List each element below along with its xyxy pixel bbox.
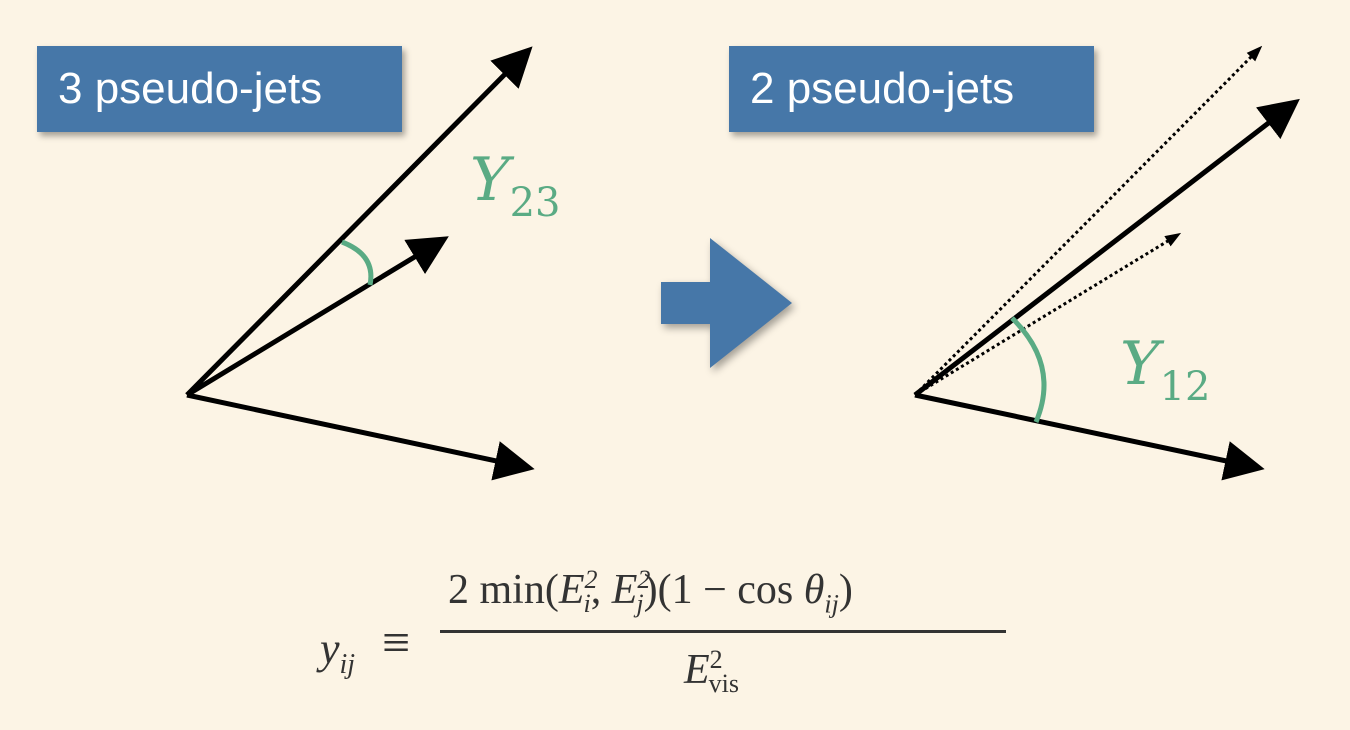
three-pseudo-jets-label: 3 pseudo-jets xyxy=(37,46,402,132)
right-dotted-jet-lower xyxy=(914,232,1182,397)
y12-angle-arc xyxy=(1010,316,1047,423)
left-jet-upper xyxy=(185,46,533,397)
fraction-bar xyxy=(440,630,1006,633)
formula-lhs: yij xyxy=(320,624,356,680)
y12-label: Y12 xyxy=(1120,329,1211,410)
y23-angle-arc xyxy=(341,239,374,286)
left-jet-middle xyxy=(185,236,449,398)
formula-denominator: E2vis xyxy=(684,645,739,699)
formula-numerator: 2 min(E2i, E2j)(1 − cos θij) xyxy=(448,565,853,619)
left-jet-lower xyxy=(186,392,535,481)
transition-arrow xyxy=(661,238,792,368)
ycut-formula: yij ≡ 2 min(E2i, E2j)(1 − cos θij) E2vis xyxy=(300,555,1020,715)
right-jets xyxy=(913,45,1300,481)
right-jet-lower xyxy=(914,392,1265,481)
formula-equivalence: ≡ xyxy=(382,614,411,670)
two-pseudo-jets-label: 2 pseudo-jets xyxy=(729,46,1094,132)
right-merged-jet xyxy=(913,98,1300,397)
left-jets xyxy=(185,46,535,481)
y23-label: Y23 xyxy=(470,145,561,226)
